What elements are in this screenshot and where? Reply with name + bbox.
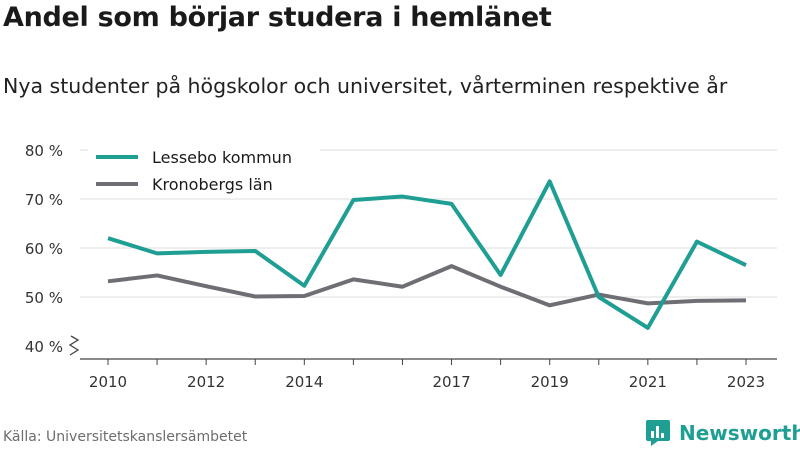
- series-line: [107, 264, 747, 308]
- x-tick-label: 2010: [89, 373, 127, 391]
- legend-label: Kronobergs län: [152, 175, 273, 194]
- y-tick-label: 70 %: [25, 191, 63, 209]
- chart-subtitle: Nya studenter på högskolor och universit…: [3, 74, 728, 98]
- x-tick-label: 2014: [285, 373, 323, 391]
- x-tick-label: 2021: [629, 373, 667, 391]
- x-tick-label: 2023: [727, 373, 765, 391]
- source-note: Källa: Universitetskanslersämbetet: [3, 429, 248, 445]
- y-tick-label: 80 %: [25, 142, 63, 160]
- x-tick-label: 2017: [432, 373, 470, 391]
- brand-name: Newsworthy: [679, 421, 800, 445]
- y-tick-label: 50 %: [25, 289, 63, 307]
- y-tick-label: 40 %: [25, 338, 63, 356]
- y-tick-label: 60 %: [25, 240, 63, 258]
- series-line: [107, 179, 747, 330]
- x-tick-label: 2012: [187, 373, 225, 391]
- brand-logo: Newsworthy: [645, 418, 800, 448]
- legend-label: Lessebo kommun: [152, 148, 292, 167]
- legend-background: [88, 140, 320, 198]
- axis-break-icon: [68, 335, 80, 356]
- line-chart: 40 % 50 % 60 % 70 % 80 % 2010 2012 2014 2017 2019…: [25, 140, 777, 391]
- chart-title: Andel som börjar studera i hemlänet: [3, 2, 552, 33]
- x-tick-label: 2019: [531, 373, 569, 391]
- newsworthy-logo-icon: [646, 420, 670, 446]
